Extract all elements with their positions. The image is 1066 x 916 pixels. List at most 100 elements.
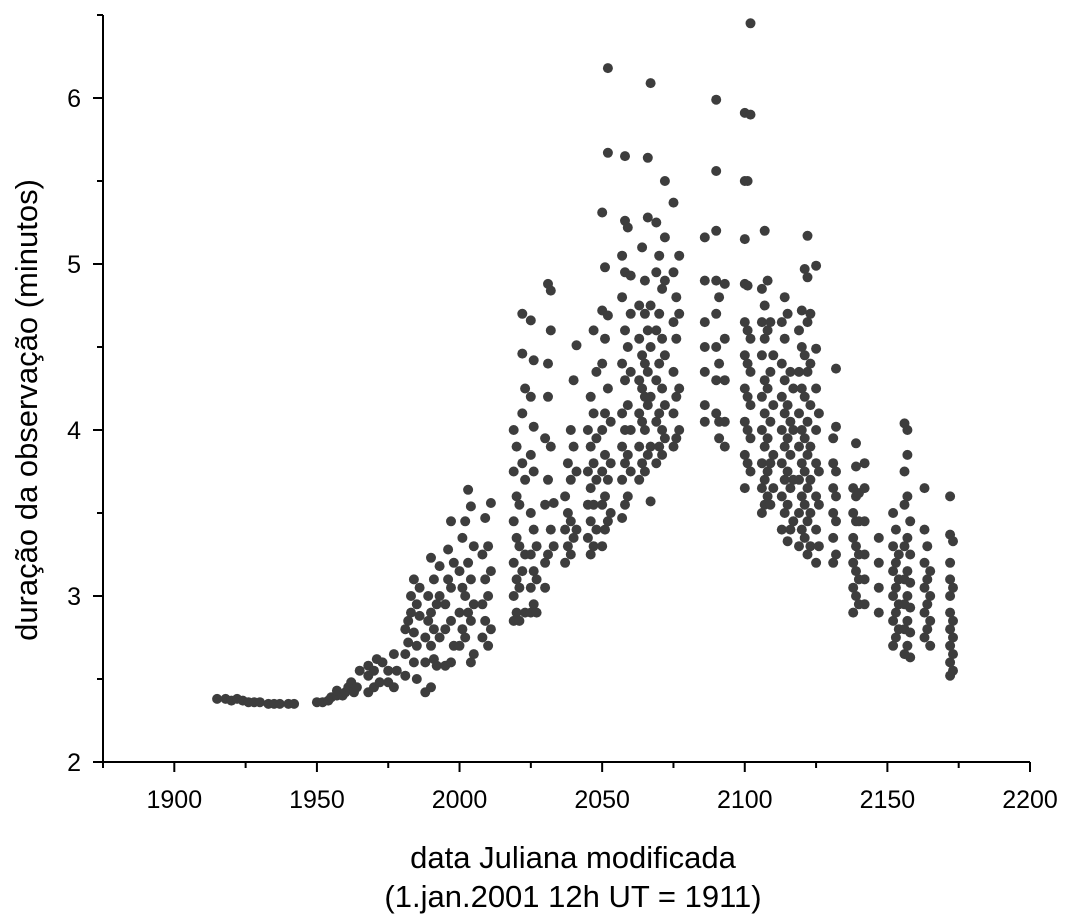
data-point (528, 355, 539, 366)
data-point (739, 449, 750, 460)
y-tick-label: 3 (67, 583, 81, 611)
data-point (888, 591, 899, 601)
data-point (699, 400, 710, 411)
data-point (719, 441, 730, 452)
data-point (796, 342, 807, 352)
data-point (585, 391, 596, 402)
data-point (625, 366, 636, 377)
data-point (756, 458, 767, 469)
data-point (848, 557, 859, 568)
data-point (622, 222, 633, 233)
data-point (902, 591, 913, 601)
axes (102, 15, 1030, 763)
data-point (645, 391, 656, 402)
data-point (831, 421, 841, 432)
data-point (560, 524, 571, 535)
data-point (637, 350, 648, 361)
data-point (811, 491, 822, 502)
data-point (805, 474, 816, 485)
data-points (212, 18, 958, 709)
data-point (431, 660, 442, 671)
data-point (776, 358, 787, 369)
data-point (948, 615, 958, 626)
data-point (654, 250, 665, 261)
y-axis-label: duração da observação (minutos) (9, 179, 44, 641)
data-point (671, 292, 682, 303)
data-point (888, 566, 899, 577)
data-point (600, 262, 610, 273)
data-point (446, 516, 456, 527)
data-point (545, 285, 556, 296)
data-point (377, 657, 388, 668)
data-point (400, 624, 411, 635)
data-point (890, 557, 901, 568)
data-point (617, 513, 628, 523)
data-point (905, 652, 916, 663)
x-tick-label: 2050 (574, 786, 630, 814)
data-point (508, 466, 519, 477)
data-point (477, 599, 488, 610)
data-point (468, 649, 479, 660)
data-point (831, 549, 841, 560)
data-point (634, 441, 645, 452)
data-point (759, 225, 770, 236)
data-point (634, 474, 645, 485)
data-point (617, 358, 628, 369)
data-point (922, 574, 933, 585)
data-point (408, 574, 419, 585)
data-point (828, 483, 839, 494)
data-point (859, 483, 870, 494)
data-point (659, 275, 670, 286)
data-point (446, 615, 456, 626)
y-tick-label: 5 (67, 251, 81, 279)
data-point (945, 640, 956, 651)
data-point (617, 474, 628, 485)
data-point (388, 682, 399, 693)
data-point (745, 433, 756, 444)
data-point (796, 458, 807, 469)
data-point (899, 466, 910, 477)
data-point (645, 496, 656, 507)
data-point (508, 557, 519, 568)
data-point (785, 483, 796, 494)
data-point (571, 340, 582, 351)
data-point (890, 632, 901, 643)
data-point (477, 549, 488, 560)
data-point (639, 358, 650, 369)
data-point (528, 599, 539, 610)
data-point (776, 491, 787, 502)
data-point (637, 416, 648, 427)
data-point (782, 308, 793, 319)
data-point (902, 425, 913, 435)
data-point (540, 499, 551, 510)
data-point (799, 499, 810, 510)
data-point (765, 499, 776, 510)
data-point (873, 532, 884, 543)
data-point (788, 516, 799, 527)
data-point (699, 275, 710, 286)
data-point (902, 532, 913, 543)
data-point (625, 466, 636, 477)
data-point (848, 508, 859, 518)
data-point (779, 441, 790, 452)
data-point (525, 449, 536, 460)
data-point (657, 333, 668, 344)
data-point (945, 624, 956, 635)
data-point (602, 383, 613, 394)
data-point (668, 267, 679, 278)
data-point (905, 516, 916, 527)
data-point (651, 217, 662, 228)
data-point (408, 657, 419, 668)
data-point (848, 532, 859, 543)
data-point (540, 557, 551, 568)
data-point (811, 383, 822, 394)
data-point (762, 325, 773, 336)
data-point (420, 632, 431, 643)
data-point (654, 408, 665, 419)
data-point (765, 317, 776, 328)
data-point (828, 557, 839, 568)
x-tick-label: 2000 (432, 786, 488, 814)
data-point (759, 300, 770, 311)
data-point (454, 566, 465, 577)
data-point (711, 166, 722, 176)
